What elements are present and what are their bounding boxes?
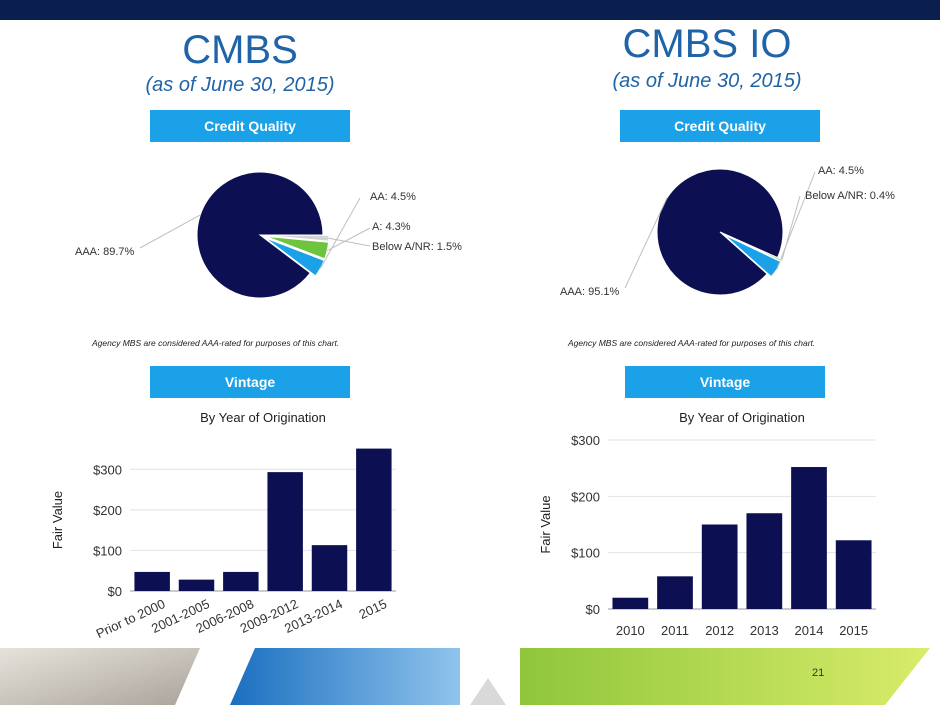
bar-2-5 — [356, 448, 392, 591]
bar-xlabel-3-5: 2015 — [839, 623, 868, 638]
bar-ylabel-2: Fair Value — [50, 491, 65, 549]
bar-title-3: By Year of Origination — [679, 410, 805, 425]
bar-2-2 — [223, 571, 259, 591]
pie-leader-0-0 — [139, 214, 201, 249]
bar-3-5 — [835, 540, 872, 609]
bar-3-4 — [791, 467, 827, 609]
triangle-decoration — [470, 678, 506, 705]
pie-slice-0-3 — [265, 234, 330, 242]
bar-3-3 — [746, 513, 783, 609]
bar-2-0 — [134, 571, 170, 591]
pie-label-1-0: AAA: 95.1% — [560, 286, 620, 298]
bar-ytick-2-2: $200 — [93, 503, 122, 518]
left-credit-quality-label: Credit Quality — [150, 110, 350, 142]
left-subtitle: (as of June 30, 2015) — [145, 74, 335, 96]
pie-leader-0-3 — [328, 237, 371, 247]
pie-leader-1-0 — [624, 197, 668, 289]
pie-slice-1-0 — [656, 168, 784, 296]
right-vintage-label: Vintage — [625, 366, 825, 398]
bar-xlabel-3-0: 2010 — [616, 623, 645, 638]
sky-image — [230, 648, 460, 705]
bar-ytick-2-3: $300 — [93, 462, 122, 477]
right-credit-pie-chart: AAA: 95.1% AA: 4.5% Below A/NR: 0.4% — [560, 165, 895, 298]
bar-title-2: By Year of Origination — [200, 410, 326, 425]
bar-3-0 — [612, 597, 649, 609]
bar-ytick-3-1: $100 — [571, 546, 600, 561]
bar-2-4 — [311, 545, 348, 591]
bar-ytick-2-0: $0 — [108, 584, 122, 599]
bar-2-1 — [178, 579, 215, 591]
top-banner — [0, 0, 940, 20]
pie-slice-0-1 — [264, 237, 325, 277]
bar-xlabel-3-1: 2011 — [661, 623, 689, 638]
left-title: CMBS — [182, 28, 298, 72]
right-vintage-bar-chart: By Year of Origination Fair Value $0 $100 $2… — [538, 410, 876, 638]
left-note: Agency MBS are considered AAA-rated for … — [92, 338, 340, 348]
pie-label-1-1: AA: 4.5% — [818, 165, 864, 177]
pie-label-0-1: AA: 4.5% — [370, 191, 416, 203]
pie-leader-1-2 — [781, 195, 801, 261]
bar-xlabel-3-2: 2012 — [705, 623, 734, 638]
bar-xlabel-3-3: 2013 — [750, 623, 779, 638]
left-credit-pie-chart: AAA: 89.7% AA: 4.5% A: 4.3% Below A/NR: 1.5… — [75, 171, 462, 299]
pie-leader-1-1 — [776, 171, 816, 270]
right-note: Agency MBS are considered AAA-rated for … — [568, 338, 816, 348]
bar-3-2 — [701, 524, 738, 609]
right-title: CMBS IO — [622, 22, 792, 66]
pie-label-0-0: AAA: 89.7% — [75, 246, 135, 258]
page-number: 21 — [812, 667, 825, 679]
pie-leader-0-1 — [319, 197, 361, 269]
bar-xlabel-3-4: 2014 — [795, 623, 824, 638]
bar-xlabel-2-5: 2015 — [357, 596, 390, 622]
footer-image-strip — [0, 648, 930, 705]
rope-image — [0, 648, 200, 705]
pie-leader-0-2 — [326, 227, 371, 252]
pie-label-0-3: Below A/NR: 1.5% — [372, 241, 462, 253]
bar-3-1 — [657, 576, 693, 609]
left-vintage-bar-chart: By Year of Origination Fair Value $0 $100 $2… — [50, 410, 396, 641]
bar-ytick-2-1: $100 — [93, 543, 122, 558]
bar-ytick-3-0: $0 — [586, 602, 600, 617]
bar-ytick-3-3: $300 — [571, 433, 600, 448]
right-credit-quality-label: Credit Quality — [620, 110, 820, 142]
left-vintage-label: Vintage — [150, 366, 350, 398]
bar-2-3 — [267, 472, 303, 591]
pie-label-0-2: A: 4.3% — [372, 221, 411, 233]
right-subtitle: (as of June 30, 2015) — [612, 70, 802, 92]
bar-ylabel-3: Fair Value — [538, 495, 553, 553]
leaf-image — [520, 648, 930, 705]
bar-ytick-3-2: $200 — [571, 489, 600, 504]
pie-label-1-2: Below A/NR: 0.4% — [805, 190, 895, 202]
